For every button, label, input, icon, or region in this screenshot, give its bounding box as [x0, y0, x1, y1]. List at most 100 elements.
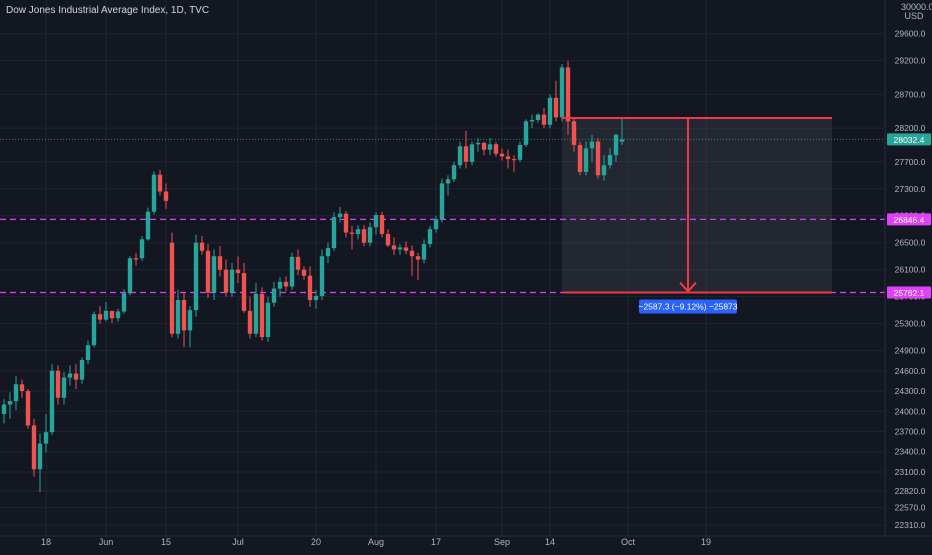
y-tick-label: 27300.0 [895, 184, 926, 194]
y-tick-label: 23100.0 [895, 467, 926, 477]
candle-body [205, 250, 211, 293]
last-price-badge-box [887, 133, 931, 146]
candle-body [325, 248, 331, 257]
measure-label-box[interactable] [639, 299, 737, 314]
x-tick-label: Oct [621, 537, 636, 547]
candle-body [283, 281, 289, 287]
candle-body [79, 360, 85, 380]
candle-body [595, 141, 601, 176]
candle-body [277, 281, 283, 289]
candle-body [499, 153, 505, 157]
candle-body [349, 232, 355, 234]
candle-body [235, 269, 241, 274]
candle-body [151, 174, 157, 212]
y-tick-label: 24300.0 [895, 386, 926, 396]
currency-label[interactable]: 30000.0 USD [901, 2, 932, 21]
x-tick-label: Jul [232, 537, 244, 547]
candle-body [343, 213, 349, 233]
candle-body [31, 425, 37, 470]
candle-body [565, 67, 571, 122]
y-tick-label: 25300.0 [895, 319, 926, 329]
candle-body [181, 300, 187, 331]
level-lower-badge-box [887, 286, 931, 299]
y-tick-label: 28700.0 [895, 89, 926, 99]
measure-label: −2587.3 (−9.12%) −25873 [638, 301, 737, 311]
candle-body [145, 211, 151, 240]
candle-body [601, 165, 607, 176]
candle-body [607, 155, 613, 166]
candle-body [583, 148, 589, 172]
candle-body [259, 293, 265, 338]
candle-body [187, 310, 193, 331]
y-tick-label: 24000.0 [895, 406, 926, 416]
candle-body [337, 213, 343, 218]
time-axis[interactable]: 18 Jun 15 Jul 20 Aug 17 Sep 14 Oct 19 [0, 535, 932, 547]
candle-body [97, 314, 103, 320]
candle-body [571, 121, 577, 145]
candle-body [103, 310, 109, 320]
candle-body [553, 97, 559, 118]
candle-body [397, 247, 403, 250]
candle-body [445, 179, 451, 184]
measure-box[interactable] [562, 118, 832, 293]
y-tick-label: 22820.0 [895, 486, 926, 496]
candle-body [241, 273, 247, 311]
candle-body [157, 174, 163, 192]
candle-body [67, 373, 73, 378]
price-badges: 28032.4 26846.4 25762.1 [887, 133, 931, 299]
currency-top-tick: 30000.0 [901, 2, 932, 12]
candle-body [451, 165, 457, 180]
candle-body [211, 256, 217, 293]
candle-body [589, 141, 595, 149]
candle-body [307, 275, 313, 301]
candle-body [379, 215, 385, 234]
candle-body [433, 219, 439, 230]
chart-title: Dow Jones Industrial Average Index, 1D, … [6, 5, 210, 16]
y-tick-label: 24600.0 [895, 366, 926, 376]
candle-body [613, 134, 619, 156]
candle-body [199, 242, 205, 251]
candle-body [319, 256, 325, 296]
y-tick-label: 23700.0 [895, 426, 926, 436]
candle-body [295, 256, 301, 270]
candle-body [271, 288, 277, 303]
x-tick-label: Jun [99, 537, 114, 547]
candle-body [217, 256, 223, 270]
level-lower-badge: 25762.1 [894, 288, 925, 298]
candle-body [577, 144, 583, 172]
candle-body [55, 370, 61, 398]
y-tick-label: 23400.0 [895, 447, 926, 457]
x-tick-label: 18 [41, 537, 51, 547]
candle-body [517, 144, 523, 160]
candle-body [109, 310, 115, 319]
candle-body [169, 242, 175, 334]
candle-body [331, 217, 337, 249]
measure-lines[interactable]: −2587.3 (−9.12%) −25873 [562, 117, 832, 314]
candle-body [301, 269, 307, 276]
candle-body [37, 443, 43, 470]
candle-body [457, 146, 463, 166]
candle-body [475, 142, 481, 145]
candle-body [505, 156, 511, 160]
candle-body [547, 97, 553, 125]
candle-body [115, 311, 121, 319]
candle-body [25, 391, 31, 426]
candle-body [541, 114, 547, 125]
x-tick-label: Aug [368, 537, 384, 547]
candle-body [73, 373, 79, 380]
x-tick-label: 17 [431, 537, 441, 547]
candle-body [373, 215, 379, 228]
y-tick-label: 22310.0 [895, 520, 926, 530]
measure-rectangle[interactable] [562, 118, 832, 293]
candle-body [493, 144, 499, 154]
candle-body [223, 269, 229, 293]
candle-body [469, 144, 475, 162]
candle-body [481, 142, 487, 150]
measure-arrow-head [679, 281, 697, 293]
x-tick-label: 19 [701, 537, 711, 547]
y-tick-label: 28200.0 [895, 123, 926, 133]
candle-body [139, 239, 145, 259]
